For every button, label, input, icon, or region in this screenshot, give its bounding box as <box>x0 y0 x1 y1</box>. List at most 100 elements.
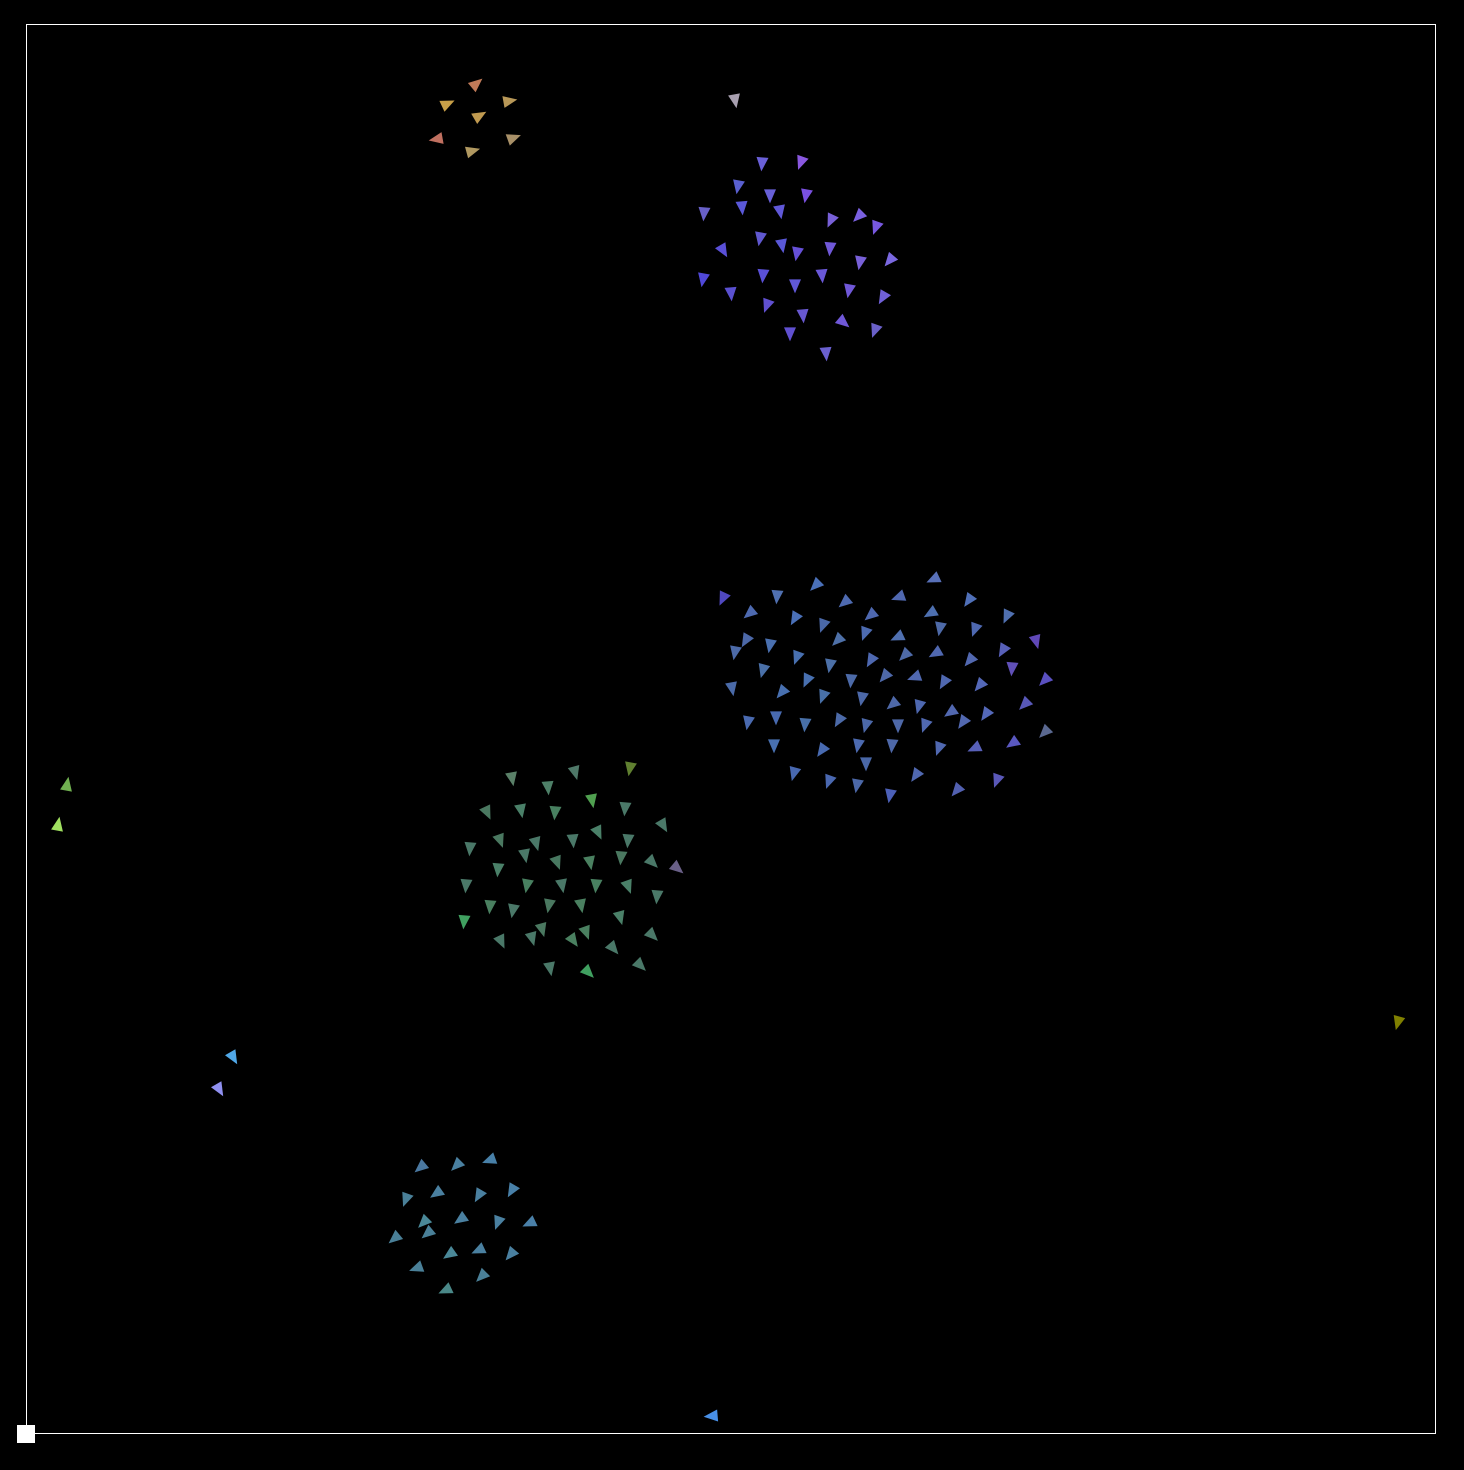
boid <box>871 322 883 338</box>
boid <box>967 740 983 752</box>
boid <box>853 738 865 754</box>
boid <box>471 111 487 124</box>
boid <box>619 801 632 817</box>
boid <box>765 638 777 654</box>
boid <box>770 711 782 726</box>
boid <box>564 932 578 947</box>
boid <box>541 780 554 796</box>
boid <box>421 1224 437 1239</box>
boid <box>492 862 505 878</box>
boid <box>492 832 504 848</box>
boid <box>792 246 804 262</box>
boid <box>514 803 526 819</box>
boid <box>756 156 769 172</box>
boid <box>884 251 899 267</box>
boid <box>892 719 904 734</box>
resize-handle[interactable] <box>17 1425 35 1443</box>
boid <box>803 672 815 688</box>
boid <box>789 766 802 782</box>
boid <box>758 663 771 679</box>
boid <box>507 1182 520 1198</box>
boid <box>825 773 837 789</box>
boid <box>418 1213 433 1228</box>
boid <box>819 346 832 362</box>
boid <box>797 154 809 170</box>
boid <box>555 878 567 894</box>
boid <box>935 740 947 756</box>
boid <box>911 767 925 782</box>
boid <box>549 805 562 821</box>
boid <box>796 308 809 324</box>
green-flock <box>458 761 684 978</box>
boid <box>757 268 770 284</box>
boid <box>1006 734 1021 748</box>
boid <box>454 1210 469 1224</box>
boid <box>402 1191 414 1207</box>
boid <box>886 738 899 754</box>
boid-layer <box>51 78 1406 1422</box>
boid <box>864 606 880 621</box>
boid <box>430 1184 445 1198</box>
boid <box>951 781 966 797</box>
purple-flock <box>698 93 899 362</box>
boid <box>651 889 664 905</box>
boid <box>225 1049 238 1065</box>
boid <box>438 1282 454 1294</box>
boid <box>698 206 711 222</box>
simulation-boundary <box>26 24 1436 1434</box>
boid <box>971 621 983 637</box>
boid <box>60 776 72 792</box>
boid <box>815 268 828 284</box>
boid <box>471 1242 487 1254</box>
boid <box>855 255 867 271</box>
boid <box>505 771 517 787</box>
boid <box>789 279 801 294</box>
boid <box>464 841 477 857</box>
boid <box>211 1081 224 1097</box>
boid <box>743 604 759 619</box>
boid <box>834 712 847 728</box>
boid <box>861 718 874 734</box>
boid <box>579 963 594 978</box>
blue-flock <box>719 571 1054 804</box>
orange-flock <box>428 78 521 159</box>
boid <box>544 898 556 914</box>
boid <box>1028 634 1041 650</box>
boid <box>443 1245 458 1259</box>
boid <box>799 717 812 733</box>
boid <box>923 605 939 618</box>
boid <box>715 242 728 258</box>
boid <box>643 853 658 868</box>
boid <box>409 1260 425 1272</box>
boid <box>493 933 505 949</box>
boid <box>725 681 737 697</box>
boid <box>474 1187 487 1203</box>
boid <box>476 1267 491 1282</box>
boid <box>668 859 684 874</box>
boid <box>776 683 791 699</box>
boid <box>890 629 906 641</box>
boid <box>1039 671 1054 686</box>
boid <box>439 100 455 112</box>
boid <box>944 703 959 717</box>
boid <box>872 219 884 235</box>
boid <box>832 631 847 646</box>
boid <box>524 931 537 947</box>
boid <box>719 590 731 606</box>
boid <box>928 645 944 658</box>
boid <box>1039 723 1054 738</box>
boid <box>528 836 541 852</box>
boid <box>655 817 668 833</box>
boid <box>879 667 894 683</box>
boid <box>574 898 586 914</box>
boid <box>479 804 491 820</box>
boid <box>703 1409 719 1422</box>
boid <box>810 576 825 591</box>
boid <box>878 289 891 305</box>
boid <box>51 816 63 832</box>
boid <box>643 926 658 941</box>
boid <box>891 589 907 601</box>
boid <box>1019 695 1034 710</box>
boid <box>827 212 839 228</box>
boid <box>590 824 602 840</box>
